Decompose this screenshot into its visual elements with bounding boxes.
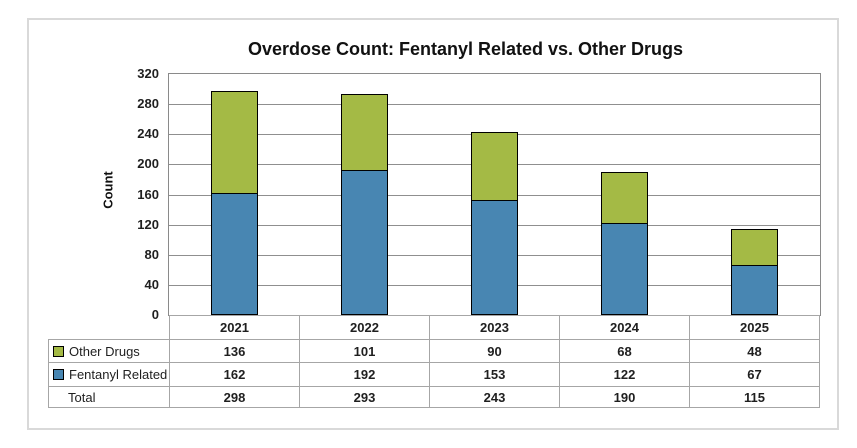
value-cell-fentanyl-related-2021: 162 (169, 362, 300, 387)
bar-segment-fentanyl-related-2025[interactable] (731, 265, 779, 315)
y-tick-label: 320 (137, 66, 159, 81)
y-tick-label: 240 (137, 126, 159, 142)
bar-segment-fentanyl-related-2024[interactable] (601, 223, 649, 315)
table-header-row: 2021 2022 2023 2024 2025 (49, 315, 820, 340)
value-cell-other-drugs-2023: 90 (429, 339, 560, 363)
plot-area (168, 73, 821, 316)
row-label-other-drugs: Other Drugs (48, 339, 170, 363)
y-tick-label: 160 (137, 186, 159, 202)
table-row-other-drugs: Other Drugs 136 101 90 68 48 (48, 339, 820, 363)
value-cell-total-2024: 190 (559, 386, 690, 408)
bar-segment-other-drugs-2022[interactable] (340, 94, 388, 170)
bar-segment-other-drugs-2024[interactable] (601, 172, 649, 223)
y-tick-label: 120 (137, 216, 159, 232)
bars-layer (169, 74, 820, 315)
bar-segment-fentanyl-related-2022[interactable] (340, 170, 388, 315)
value-cell-fentanyl-related-2025: 67 (689, 362, 820, 387)
bar-segment-other-drugs-2023[interactable] (471, 132, 518, 200)
table-corner-blank (49, 316, 170, 340)
chart-data-table: 2021 2022 2023 2024 2025 Other Drugs 136 101 90 6… (48, 315, 820, 408)
value-cell-total-2022: 293 (299, 386, 430, 408)
y-tick-label: 40 (144, 276, 159, 292)
legend-key-other-drugs (53, 345, 64, 357)
row-label-fentanyl-related: Fentanyl Related (48, 362, 170, 387)
y-tick-label: 0 (151, 307, 159, 322)
value-cell-other-drugs-2022: 101 (299, 339, 430, 363)
table-row-total: Total 298 293 243 190 115 (48, 386, 820, 408)
value-cell-fentanyl-related-2023: 153 (429, 362, 560, 387)
row-label-total: Total (48, 386, 170, 408)
year-header-cell: 2022 (299, 315, 430, 340)
y-tick-label: 280 (137, 96, 159, 112)
gridline (169, 104, 820, 106)
value-cell-other-drugs-2025: 48 (689, 339, 820, 363)
value-cell-other-drugs-2024: 68 (559, 339, 690, 363)
value-cell-total-2023: 243 (429, 386, 560, 408)
value-cell-fentanyl-related-2024: 122 (559, 362, 690, 387)
year-header-cell: 2021 (169, 315, 300, 340)
bar-segment-other-drugs-2025[interactable] (731, 229, 779, 265)
value-cell-fentanyl-related-2022: 192 (299, 362, 430, 387)
value-cell-total-2025: 115 (689, 386, 820, 408)
legend-key-fentanyl-related (53, 369, 64, 380)
year-header-cell: 2023 (429, 315, 560, 340)
bar-segment-fentanyl-related-2021[interactable] (210, 193, 258, 315)
value-cell-total-2021: 298 (169, 386, 300, 408)
table-row-fentanyl-related: Fentanyl Related 162 192 153 122 67 (48, 362, 820, 387)
bar-segment-other-drugs-2021[interactable] (210, 91, 258, 193)
year-header-cell: 2025 (689, 315, 820, 340)
chart-title: Overdose Count: Fentanyl Related vs. Oth… (247, 39, 684, 59)
y-tick-label: 200 (137, 156, 159, 172)
value-cell-other-drugs-2021: 136 (169, 339, 300, 363)
y-tick-label: 80 (144, 246, 159, 262)
bar-segment-fentanyl-related-2023[interactable] (471, 200, 518, 315)
year-header-cell: 2024 (559, 315, 690, 340)
